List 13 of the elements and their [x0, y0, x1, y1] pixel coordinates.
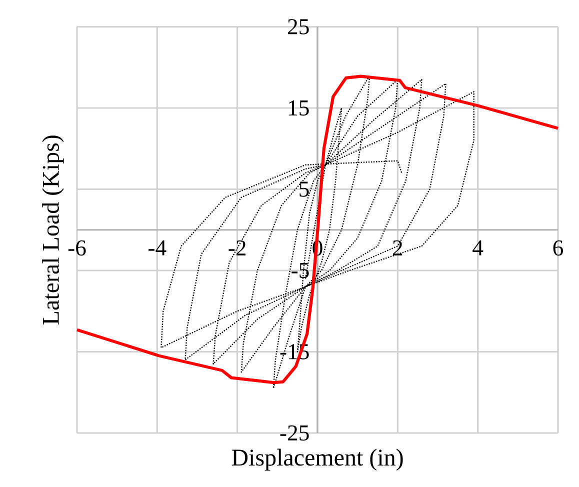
- x-tick-label: 6: [553, 240, 564, 256]
- x-tick-label: -2: [228, 240, 246, 256]
- x-tick-label: 2: [393, 240, 402, 256]
- x-tick-label: -4: [148, 240, 166, 256]
- x-tick-label: 4: [472, 240, 484, 256]
- y-tick-label: 25: [288, 19, 309, 34]
- y-tick-label: 15: [289, 100, 309, 116]
- y-tick-label: -5: [292, 262, 309, 278]
- y-axis-title: Lateral Load (Kips): [42, 136, 64, 324]
- x-axis-title: Displacement (in): [232, 448, 403, 471]
- y-tick-label: 5: [300, 182, 309, 197]
- y-tick-label: -25: [280, 425, 309, 441]
- x-tick-label: -6: [68, 240, 86, 256]
